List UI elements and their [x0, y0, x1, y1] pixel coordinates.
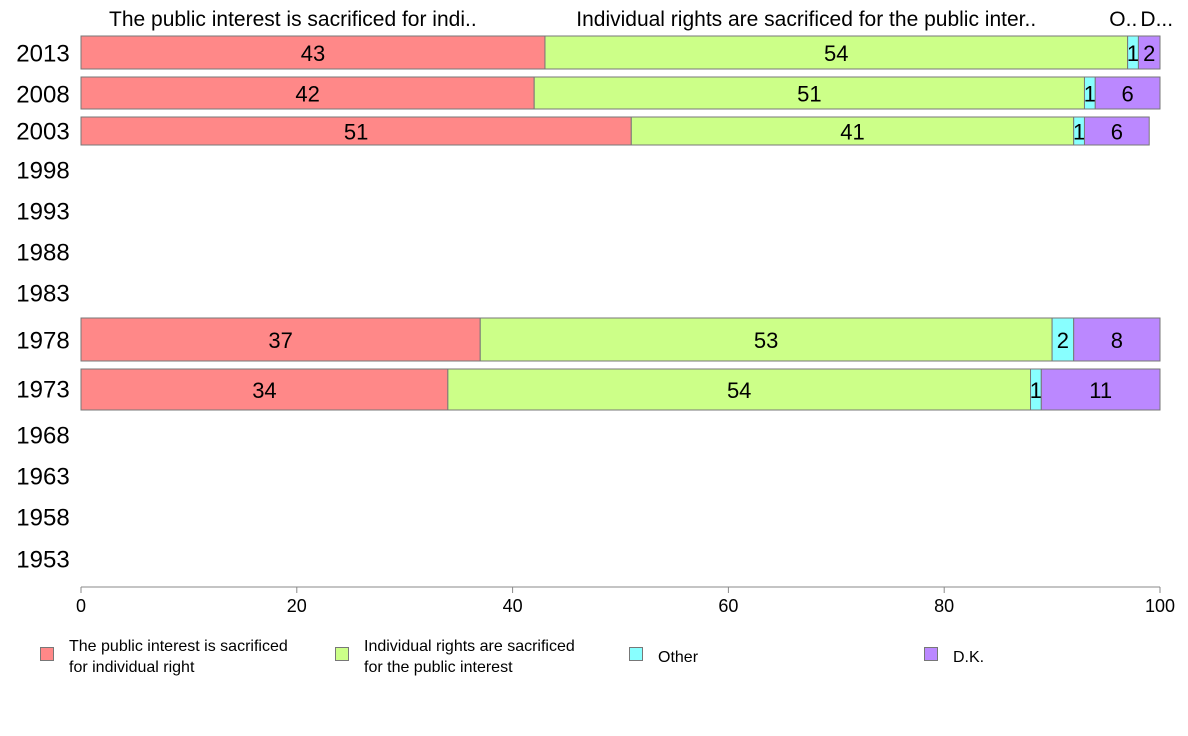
bar-2008-1: [533, 76, 1085, 110]
bar-label-2013-3: 2: [1143, 41, 1155, 66]
bar-2008-3: [1094, 76, 1161, 110]
legend-label-dk: D.K.: [953, 649, 985, 666]
x-tick-label-40: 40: [503, 596, 523, 616]
bar-2013-0: [80, 35, 546, 70]
bar-label-2003-2: 1: [1073, 120, 1085, 145]
bar-1973-3: [1040, 368, 1161, 411]
column-header-0: The public interest is sacrificed for in…: [109, 8, 477, 31]
legend-item-public-interest: The public interest is sacrificed for in…: [40, 636, 288, 678]
x-tick-label-20: 20: [287, 596, 307, 616]
bar-2008-0: [80, 76, 535, 110]
legend-swatch-public-interest: [40, 647, 54, 661]
bar-label-2008-0: 42: [295, 82, 319, 107]
bar-label-1978-0: 37: [268, 328, 292, 353]
bar-1978-3: [1073, 317, 1161, 362]
bar-label-1978-1: 53: [754, 328, 778, 353]
legend-label-individual-rights: Individual rights are sacrificed for the…: [364, 638, 575, 676]
year-label-1988: 1988: [16, 240, 69, 267]
bar-1973-0: [80, 368, 449, 411]
bar-label-2008-2: 1: [1084, 82, 1096, 107]
bar-label-2013-1: 54: [824, 41, 848, 66]
year-label-1958: 1958: [16, 505, 69, 532]
year-label-1968: 1968: [16, 423, 69, 450]
bar-label-2008-1: 51: [797, 82, 821, 107]
x-tick-label-80: 80: [934, 596, 954, 616]
year-label-1963: 1963: [16, 464, 69, 491]
bar-2003-1: [630, 116, 1075, 146]
legend-item-dk: D.K.: [924, 636, 984, 668]
column-header-2: O..: [1109, 8, 1137, 31]
bar-2003-0: [80, 116, 632, 146]
bar-label-2003-3: 6: [1111, 120, 1123, 145]
bar-label-1978-3: 8: [1111, 328, 1123, 353]
legend: The public interest is sacrificed for in…: [40, 636, 1180, 686]
legend-swatch-other: [629, 647, 643, 661]
year-label-1998: 1998: [16, 158, 69, 185]
bar-label-1973-3: 11: [1089, 378, 1112, 403]
year-label-2013: 2013: [16, 41, 69, 68]
bar-1978-0: [80, 317, 481, 362]
year-label-1953: 1953: [16, 547, 69, 574]
year-label-1973: 1973: [16, 377, 69, 404]
year-label-1983: 1983: [16, 281, 69, 308]
bar-1973-1: [447, 368, 1032, 411]
legend-swatch-dk: [924, 647, 938, 661]
bar-label-2013-0: 43: [301, 41, 325, 66]
bar-label-1973-1: 54: [727, 378, 751, 403]
bar-label-1973-0: 34: [252, 378, 276, 403]
x-tick-label-0: 0: [76, 596, 86, 616]
year-label-2008: 2008: [16, 82, 69, 109]
year-label-1993: 1993: [16, 199, 69, 226]
legend-label-other: Other: [658, 649, 699, 666]
bar-label-2003-0: 51: [344, 120, 368, 145]
bar-2003-3: [1083, 116, 1150, 146]
year-label-2003: 2003: [16, 119, 69, 146]
legend-item-other: Other: [629, 636, 698, 668]
bar-label-2013-2: 1: [1127, 41, 1139, 66]
bar-2013-3: [1137, 35, 1161, 70]
column-header-1: Individual rights are sacrificed for the…: [576, 8, 1036, 31]
x-tick-label-100: 100: [1145, 596, 1175, 616]
column-header-3: D...: [1140, 8, 1173, 31]
legend-item-individual-rights: Individual rights are sacrificed for the…: [335, 636, 575, 678]
x-tick-label-60: 60: [718, 596, 738, 616]
bar-2013-1: [544, 35, 1129, 70]
year-label-1978: 1978: [16, 328, 69, 355]
legend-swatch-individual-rights: [335, 647, 349, 661]
bar-label-1978-2: 2: [1057, 328, 1069, 353]
bar-label-2008-3: 6: [1122, 82, 1134, 107]
bar-label-2003-1: 41: [840, 120, 864, 145]
bar-label-1973-2: 1: [1030, 378, 1042, 403]
legend-label-public-interest: The public interest is sacrificed for in…: [69, 638, 288, 676]
